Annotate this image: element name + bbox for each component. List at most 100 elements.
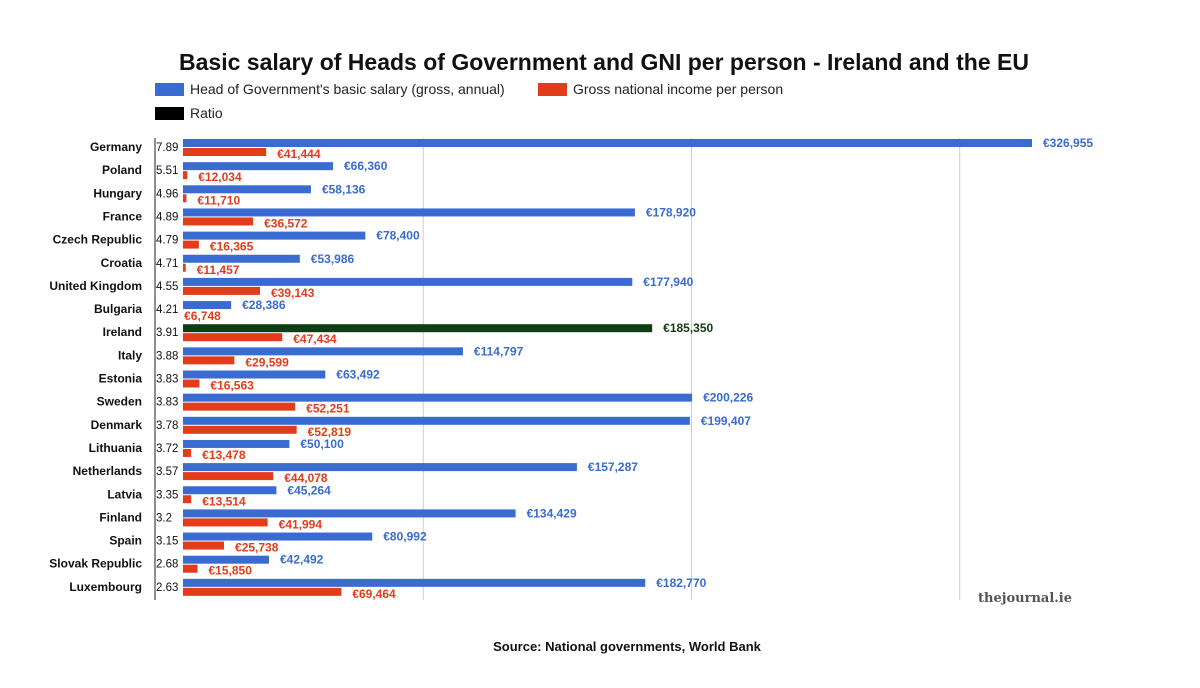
- category-label: Finland: [99, 510, 142, 524]
- salary-value-label: €78,400: [376, 229, 420, 243]
- category-label: Sweden: [97, 395, 142, 409]
- salary-value-label: €157,287: [588, 460, 638, 474]
- gni-bar: [183, 518, 268, 527]
- chart-title: Basic salary of Heads of Government and …: [179, 49, 1029, 75]
- salary-value-label: €185,350: [663, 321, 713, 335]
- category-label: Poland: [102, 163, 142, 177]
- gni-value-label: €52,819: [308, 425, 352, 439]
- ratio-label: 4.89: [156, 211, 178, 223]
- gni-bar: [183, 448, 192, 457]
- legend-swatch-2: [155, 107, 184, 120]
- gni-value-label: €69,464: [352, 587, 396, 601]
- salary-bar: [183, 393, 693, 402]
- gni-bar: [183, 333, 283, 342]
- gni-value-label: €52,251: [306, 402, 350, 416]
- ratio-label: 3.78: [156, 420, 178, 432]
- gni-bar: [183, 379, 200, 388]
- brand-logo: thejournal.ie: [978, 591, 1072, 606]
- category-label: Spain: [109, 534, 142, 548]
- salary-value-label: €326,955: [1043, 136, 1093, 150]
- gni-value-label: €13,514: [202, 494, 246, 508]
- category-label: Denmark: [91, 418, 143, 432]
- legend: Head of Government's basic salary (gross…: [155, 81, 783, 121]
- ratio-label: 3.91: [156, 327, 178, 339]
- salary-value-label: €114,797: [474, 344, 524, 358]
- salary-value-label: €182,770: [656, 576, 706, 590]
- category-label: Luxembourg: [69, 580, 142, 594]
- category-label: Ireland: [103, 325, 142, 339]
- labels: Germany 7.89 €326,955 €41,444 Poland 5.51 €66,…: [49, 136, 1093, 601]
- ratio-label: 3.57: [156, 466, 178, 478]
- category-label: Italy: [118, 348, 142, 362]
- ratio-label: 4.71: [156, 258, 178, 270]
- salary-value-label: €53,986: [311, 252, 355, 266]
- ratio-label: 7.89: [156, 142, 178, 154]
- ratio-label: 4.96: [156, 188, 178, 200]
- gni-bar: [183, 541, 225, 550]
- legend-label-0: Head of Government's basic salary (gross…: [190, 81, 505, 97]
- salary-value-label: €199,407: [701, 414, 751, 428]
- ratio-label: 4.79: [156, 235, 178, 247]
- salary-value-label: €58,136: [322, 182, 366, 196]
- category-label: Latvia: [107, 487, 142, 501]
- gni-value-label: €15,850: [209, 564, 253, 578]
- ratio-label: 2.63: [156, 582, 178, 594]
- gni-bar: [183, 194, 187, 203]
- legend-label-2: Ratio: [190, 105, 223, 121]
- salary-value-label: €177,940: [643, 275, 693, 289]
- salary-value-label: €200,226: [703, 391, 753, 405]
- gni-value-label: €11,457: [197, 263, 240, 277]
- category-label: Lithuania: [89, 441, 143, 455]
- ratio-label: 3.72: [156, 443, 178, 455]
- salary-bar: [183, 463, 577, 472]
- salary-bar: [183, 277, 633, 286]
- gni-value-label: €39,143: [271, 286, 315, 300]
- ratio-label: 5.51: [156, 165, 178, 177]
- ratio-label: 4.55: [156, 281, 178, 293]
- gni-value-label: €29,599: [245, 355, 289, 369]
- gni-bar: [183, 472, 274, 481]
- salary-bar: [183, 231, 366, 240]
- gni-value-label: €44,078: [284, 471, 328, 485]
- salary-bar: [183, 254, 300, 263]
- gni-value-label: €12,034: [198, 170, 242, 184]
- salary-value-label: €66,360: [344, 159, 388, 173]
- salary-bar: [183, 208, 635, 217]
- salary-bar: [183, 486, 277, 495]
- gni-value-label: €36,572: [264, 216, 308, 230]
- salary-value-label: €178,920: [646, 205, 696, 219]
- ratio-label: 3.83: [156, 374, 178, 386]
- ratio-label: 2.68: [156, 559, 178, 571]
- ratio-label: 4.21: [156, 304, 178, 316]
- salary-value-label: €63,492: [336, 368, 380, 382]
- salary-bar: [183, 301, 232, 310]
- salary-value-label: €50,100: [300, 437, 344, 451]
- salary-bar: [183, 532, 373, 541]
- salary-bar: [183, 555, 269, 564]
- gni-value-label: €6,748: [184, 309, 221, 323]
- gni-value-label: €16,365: [210, 240, 254, 254]
- gni-bar: [183, 564, 198, 573]
- salary-bar: [183, 162, 333, 171]
- salary-bar: [183, 370, 326, 379]
- salary-bar: [183, 185, 311, 194]
- gni-value-label: €47,434: [293, 332, 337, 346]
- gni-bar: [183, 587, 342, 596]
- gni-value-label: €41,444: [277, 147, 321, 161]
- legend-swatch-0: [155, 83, 184, 96]
- salary-bar: [183, 324, 653, 333]
- salary-value-label: €134,429: [527, 506, 577, 520]
- gni-bar: [183, 495, 192, 504]
- category-label: Slovak Republic: [49, 557, 142, 571]
- source-note: Source: National governments, World Bank: [493, 639, 762, 654]
- gni-bar: [183, 402, 296, 411]
- category-label: Estonia: [99, 372, 143, 386]
- salary-bar: [183, 416, 690, 425]
- gni-value-label: €25,738: [235, 541, 279, 555]
- gni-bar: [183, 425, 297, 434]
- category-label: United Kingdom: [49, 279, 142, 293]
- salary-bar: [183, 139, 1032, 147]
- category-label: Hungary: [93, 186, 142, 200]
- gni-value-label: €16,563: [210, 379, 254, 393]
